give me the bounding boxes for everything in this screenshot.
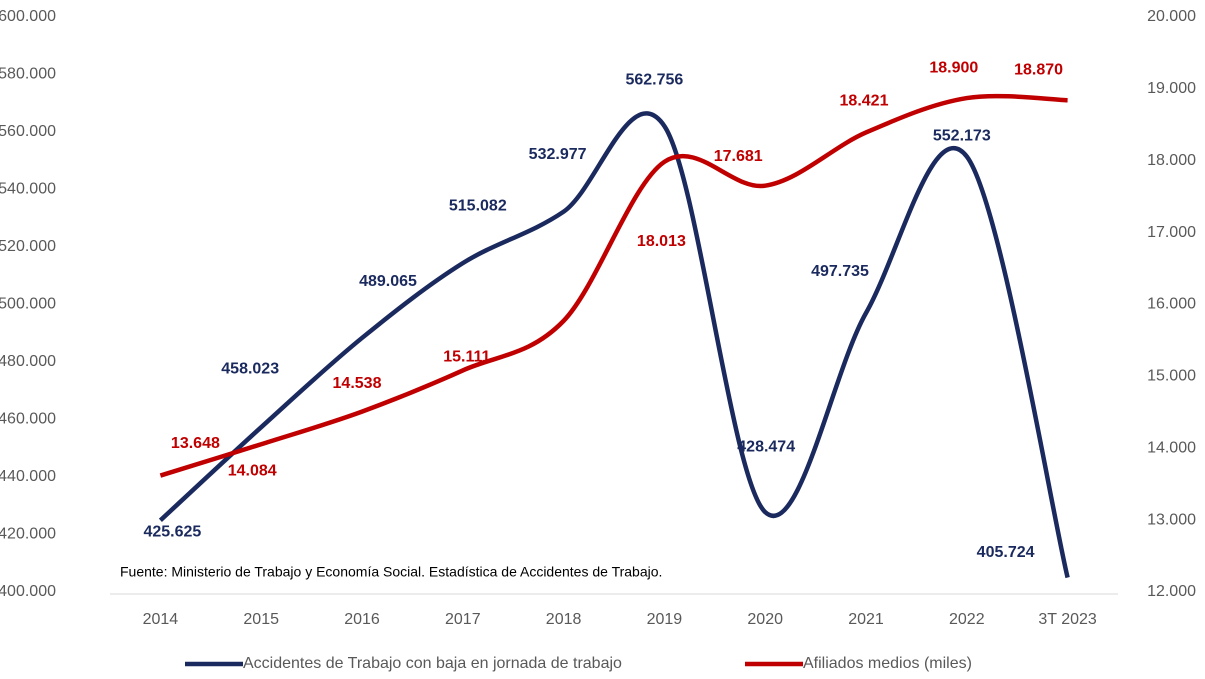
data-label: 18.013 (637, 233, 686, 250)
x-tick-label: 2021 (848, 611, 884, 628)
x-tick-label: 3T 2023 (1038, 611, 1097, 628)
data-label: 13.648 (171, 435, 220, 452)
source-note: Fuente: Ministerio de Trabajo y Economía… (120, 564, 662, 580)
legend-label: Afiliados medios (miles) (803, 655, 972, 672)
data-label: 18.421 (840, 93, 889, 110)
y-tick-label: 580.000 (0, 66, 56, 83)
data-label: 18.900 (929, 59, 978, 76)
y2-tick-label: 17.000 (1147, 224, 1196, 241)
data-label: 497.735 (811, 263, 869, 280)
series-line (159, 93, 1068, 478)
series-line (158, 111, 1070, 579)
y-tick-label: 420.000 (0, 526, 56, 543)
x-tick-label: 2019 (647, 611, 683, 628)
data-label: 18.870 (1014, 61, 1063, 78)
data-label: 17.681 (714, 148, 763, 165)
y-tick-label: 500.000 (0, 296, 56, 313)
data-label: 15.111 (443, 349, 490, 366)
y-tick-label: 440.000 (0, 468, 56, 485)
y2-tick-label: 18.000 (1147, 152, 1196, 169)
data-label: 532.977 (529, 146, 587, 163)
y2-tick-label: 19.000 (1147, 80, 1196, 97)
y-tick-label: 460.000 (0, 411, 56, 428)
x-tick-label: 2020 (747, 611, 783, 628)
y2-tick-label: 20.000 (1147, 8, 1196, 25)
data-label: 552.173 (933, 128, 991, 145)
legend-label: Accidentes de Trabajo con baja en jornad… (243, 655, 622, 672)
data-label: 428.474 (737, 438, 795, 455)
data-label: 562.756 (625, 71, 683, 88)
data-label: 405.724 (977, 544, 1035, 561)
y2-tick-label: 15.000 (1147, 368, 1196, 385)
y-tick-label: 540.000 (0, 181, 56, 198)
y2-tick-label: 12.000 (1147, 583, 1196, 600)
y-tick-label: 560.000 (0, 123, 56, 140)
x-tick-label: 2015 (243, 611, 279, 628)
data-label: 14.538 (333, 375, 382, 392)
y-tick-label: 400.000 (0, 583, 56, 600)
x-tick-label: 2018 (546, 611, 582, 628)
data-label: 14.084 (228, 462, 277, 479)
x-tick-label: 2014 (143, 611, 179, 628)
x-tick-label: 2016 (344, 611, 380, 628)
x-tick-label: 2022 (949, 611, 985, 628)
x-tick-label: 2017 (445, 611, 481, 628)
y-tick-label: 480.000 (0, 353, 56, 370)
y2-tick-label: 13.000 (1147, 511, 1196, 528)
data-label: 458.023 (221, 360, 279, 377)
data-label: 425.625 (143, 524, 201, 541)
y2-tick-label: 16.000 (1147, 296, 1196, 313)
y-tick-label: 600.000 (0, 8, 56, 25)
y2-tick-label: 14.000 (1147, 439, 1196, 456)
data-label: 489.065 (359, 273, 417, 290)
data-label: 515.082 (449, 197, 507, 214)
y-tick-label: 520.000 (0, 238, 56, 255)
